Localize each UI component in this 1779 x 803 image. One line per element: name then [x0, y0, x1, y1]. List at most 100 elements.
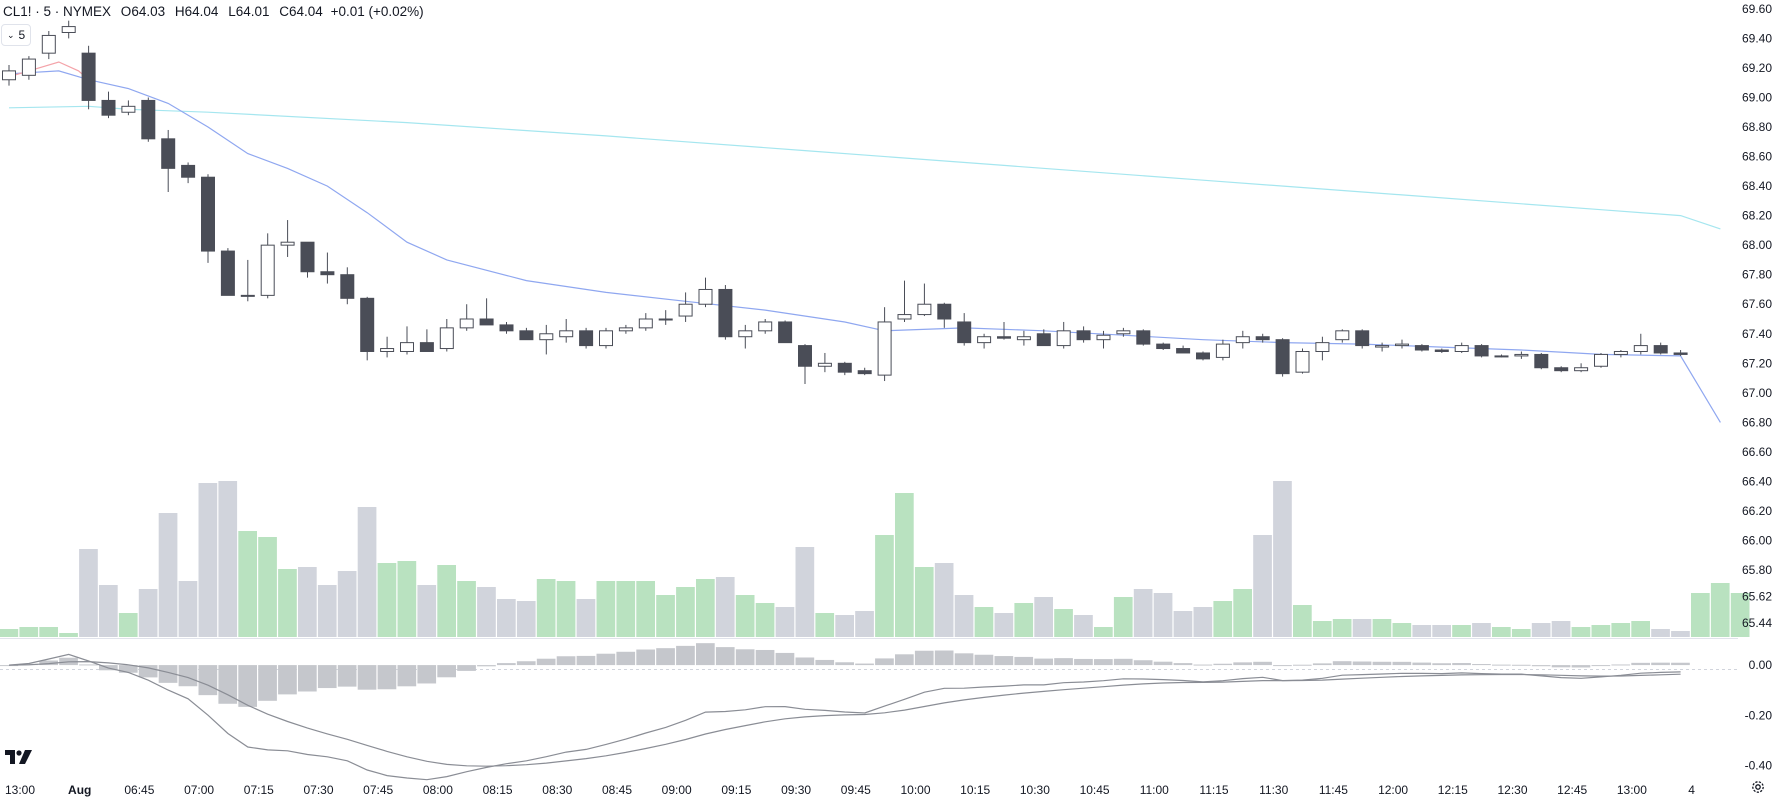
time-tick-label: 12:15: [1438, 783, 1468, 797]
tradingview-logo[interactable]: [5, 749, 33, 765]
volume-bar: [238, 531, 257, 637]
volume-bar: [1531, 623, 1551, 637]
price-axis[interactable]: 69.60 69.40 69.20 69.00 68.80 68.60 68.40 68.20…: [1742, 2, 1772, 630]
volume-bar: [815, 613, 835, 637]
volume-bar: [1631, 621, 1650, 637]
candle-body: [857, 370, 872, 375]
price-tick-label: 65.80: [1742, 563, 1772, 577]
histogram-bar: [516, 661, 536, 666]
candle-body: [101, 99, 116, 116]
time-tick-label: 10:15: [960, 783, 990, 797]
histogram-bar: [118, 665, 138, 673]
volume-bar: [337, 571, 357, 637]
candle-body: [1156, 343, 1171, 350]
time-tick-label: 08:15: [483, 783, 513, 797]
volume-bar: [715, 577, 735, 637]
volume-bar: [477, 587, 496, 637]
price-tick-label: 66.60: [1742, 445, 1772, 459]
candle-body: [1594, 353, 1608, 367]
histogram-bar: [1472, 664, 1491, 666]
histogram-bar: [914, 650, 934, 666]
histogram-bar: [974, 654, 994, 666]
volume-bar: [914, 567, 934, 637]
histogram-bar: [1511, 664, 1531, 666]
histogram-bar: [895, 654, 914, 666]
price-tick-label: 69.40: [1742, 31, 1772, 45]
volume-bar: [198, 483, 218, 637]
volume-bar: [1710, 583, 1730, 637]
interval-button[interactable]: ⌄ 5: [1, 24, 32, 46]
time-tick-label: 11:15: [1199, 783, 1228, 797]
time-tick-label: 09:00: [662, 783, 692, 797]
histogram-bar: [954, 653, 974, 666]
volume-bar: [636, 581, 655, 637]
volume-bar: [99, 585, 118, 637]
price-tick-label: 66.80: [1742, 415, 1772, 429]
volume-bar: [676, 587, 695, 637]
indicator-axis[interactable]: 0.00 -0.20 -0.40: [1745, 658, 1773, 772]
time-tick-label: 13:00: [5, 783, 35, 797]
price-tick-label: 67.80: [1742, 268, 1772, 282]
volume-bar: [0, 629, 19, 637]
histogram-bar: [596, 653, 616, 666]
volume-bar: [1253, 535, 1272, 637]
symbol-legend: CL1! · 5 · NYMEX O64.03 H64.04 L64.01 C6…: [3, 4, 424, 19]
volume-bar: [835, 615, 854, 637]
histogram-bar: [1233, 662, 1252, 666]
candle-body: [320, 271, 335, 276]
candle-body: [1375, 345, 1390, 348]
volume-bar: [974, 607, 994, 637]
candle-body: [21, 58, 36, 76]
volume-bar: [1412, 625, 1432, 637]
histogram-bar: [1014, 656, 1034, 666]
volume-bar: [138, 589, 158, 637]
candle-body: [240, 294, 255, 297]
volume-bar: [1312, 621, 1332, 637]
histogram-bar: [298, 665, 317, 692]
candlesticks[interactable]: [2, 20, 1688, 384]
candle-body: [1554, 367, 1569, 372]
histogram-bar: [576, 655, 596, 666]
volume-bar: [556, 581, 576, 637]
high-value: 64.04: [184, 4, 219, 19]
histogram-bar: [457, 665, 476, 671]
candle-body: [937, 303, 952, 320]
volume-bar: [1173, 611, 1193, 637]
histogram-bar: [1074, 658, 1093, 666]
time-tick-label: 10:45: [1080, 783, 1110, 797]
candle-body: [499, 324, 514, 332]
time-axis[interactable]: 13:00 Aug 06:45 07:00 07:15 07:30 07:45 08:00 08…: [5, 783, 1695, 797]
macd-line: [8, 653, 1681, 781]
histogram-bar: [1611, 664, 1631, 666]
candle-body: [280, 241, 295, 246]
histogram-bar: [1531, 665, 1551, 667]
histogram-bar: [278, 665, 297, 695]
candle-body: [718, 288, 733, 338]
candle-body: [300, 241, 315, 273]
symbol-title[interactable]: CL1! · 5 · NYMEX: [3, 4, 112, 19]
histogram-bar: [397, 665, 417, 687]
volume-bar: [1233, 589, 1252, 637]
candle-body: [479, 318, 494, 326]
candle-body: [1036, 333, 1051, 347]
volume-bar: [1730, 593, 1750, 637]
gear-icon[interactable]: [1750, 779, 1766, 795]
price-tick-label: 67.20: [1742, 356, 1772, 370]
histogram-bar: [735, 649, 755, 666]
volume-bar: [1611, 623, 1631, 637]
histogram-bar: [1193, 664, 1213, 666]
volume-bars: [0, 481, 1750, 637]
candle-body: [837, 362, 852, 373]
volume-bar: [855, 611, 874, 637]
price-tick-label: 68.40: [1742, 179, 1772, 193]
candle-body: [81, 52, 96, 101]
volume-bar: [1133, 589, 1153, 637]
time-tick-label: 09:30: [781, 783, 811, 797]
volume-bar: [298, 567, 317, 637]
candle-body: [1116, 330, 1131, 335]
histogram-bar: [934, 650, 954, 666]
candle-body: [1196, 352, 1210, 360]
candle-body: [1315, 342, 1330, 352]
candle-body: [61, 26, 76, 33]
